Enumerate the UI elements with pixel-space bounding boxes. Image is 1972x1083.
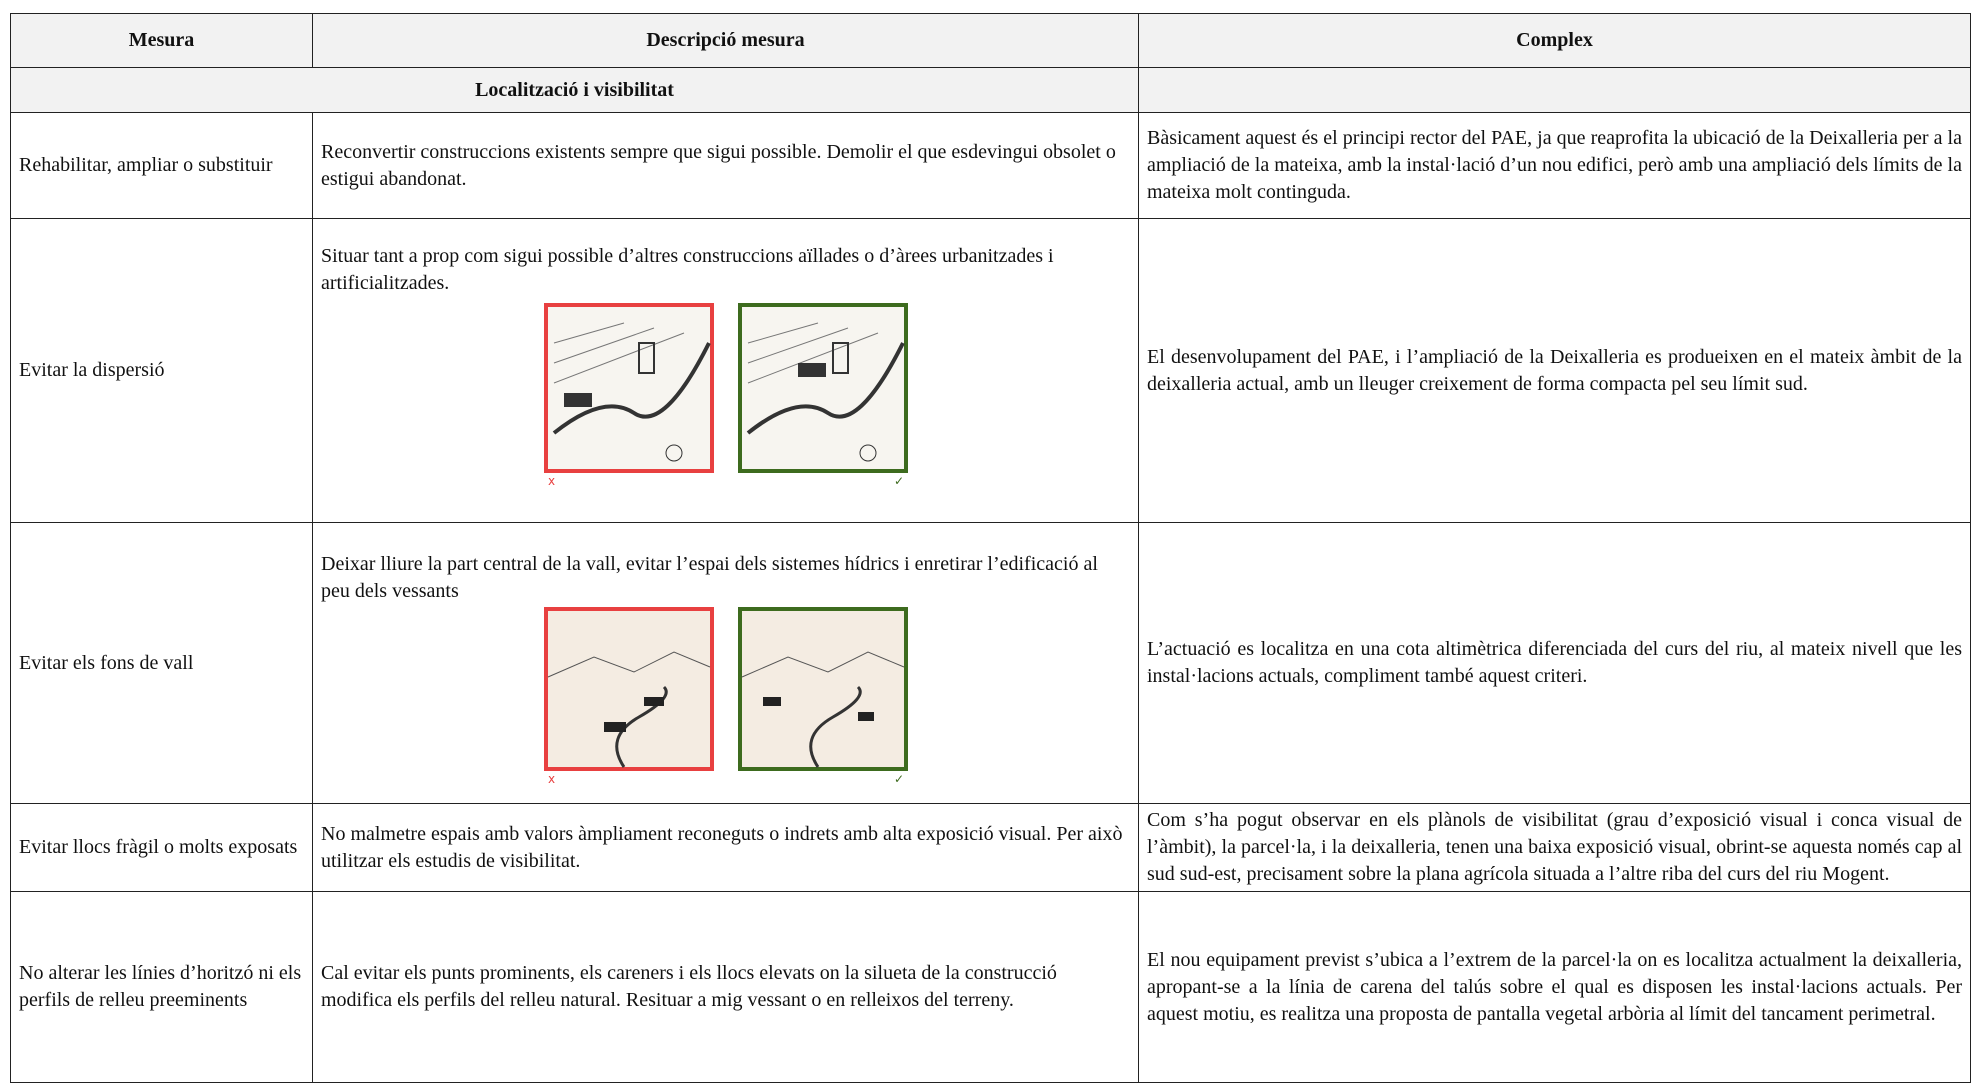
description: Cal evitar els punts prominents, els car…: [312, 891, 1139, 1083]
row: Rehabilitar, ampliar o substituir Reconv…: [10, 112, 1971, 219]
header-row: Mesura Descripció mesura Complex: [10, 13, 1971, 68]
complex: Com s’ha pogut observar en els plànols d…: [1138, 803, 1971, 892]
description-cell: Situar tant a prop com sigui possible d’…: [312, 218, 1139, 523]
complex: El desenvolupament del PAE, i l’ampliaci…: [1138, 218, 1971, 523]
good-example: ✓: [737, 303, 908, 488]
illustrations: x ✓: [321, 607, 1130, 787]
section-row: Localització i visibilitat: [10, 67, 1971, 113]
complex: El nou equipament previst s’ubica a l’ex…: [1138, 891, 1971, 1083]
measure: Evitar els fons de vall: [10, 522, 313, 804]
measures-table: Mesura Descripció mesura Complex Localit…: [10, 13, 1971, 1083]
complex: L’actuació es localitza en una cota alti…: [1138, 522, 1971, 804]
svg-text:x: x: [548, 474, 555, 488]
complex: Bàsicament aquest és el principi rector …: [1138, 112, 1971, 219]
description-cell: Deixar lliure la part central de la vall…: [312, 522, 1139, 804]
description: Situar tant a prop com sigui possible d’…: [321, 245, 1054, 294]
measure: Evitar llocs fràgil o molts exposats: [10, 803, 313, 892]
description: Reconvertir construccions existents semp…: [312, 112, 1139, 219]
header-cell: Mesura: [10, 13, 313, 68]
svg-text:✓: ✓: [894, 474, 904, 488]
row: Evitar la dispersió Situar tant a prop c…: [10, 218, 1971, 523]
description: No malmetre espais amb valors àmpliament…: [312, 803, 1139, 892]
description: Deixar lliure la part central de la vall…: [321, 553, 1098, 602]
empty-cell: [1138, 67, 1971, 113]
illustrations: x ✓: [321, 303, 1130, 488]
measure: Evitar la dispersió: [10, 218, 313, 523]
good-example: ✓: [737, 607, 908, 786]
svg-text:✓: ✓: [894, 772, 904, 786]
row: Evitar llocs fràgil o molts exposats No …: [10, 803, 1971, 892]
header-cell: Complex: [1138, 13, 1971, 68]
bad-example: x: [543, 607, 714, 786]
row: Evitar els fons de vall Deixar lliure la…: [10, 522, 1971, 804]
measure: Rehabilitar, ampliar o substituir: [10, 112, 313, 219]
measure: No alterar les línies d’horitzó ni els p…: [10, 891, 313, 1083]
section-title: Localització i visibilitat: [10, 67, 1139, 113]
header-cell: Descripció mesura: [312, 13, 1139, 68]
svg-text:x: x: [548, 772, 555, 786]
bad-example: x: [543, 303, 714, 488]
row: No alterar les línies d’horitzó ni els p…: [10, 891, 1971, 1083]
